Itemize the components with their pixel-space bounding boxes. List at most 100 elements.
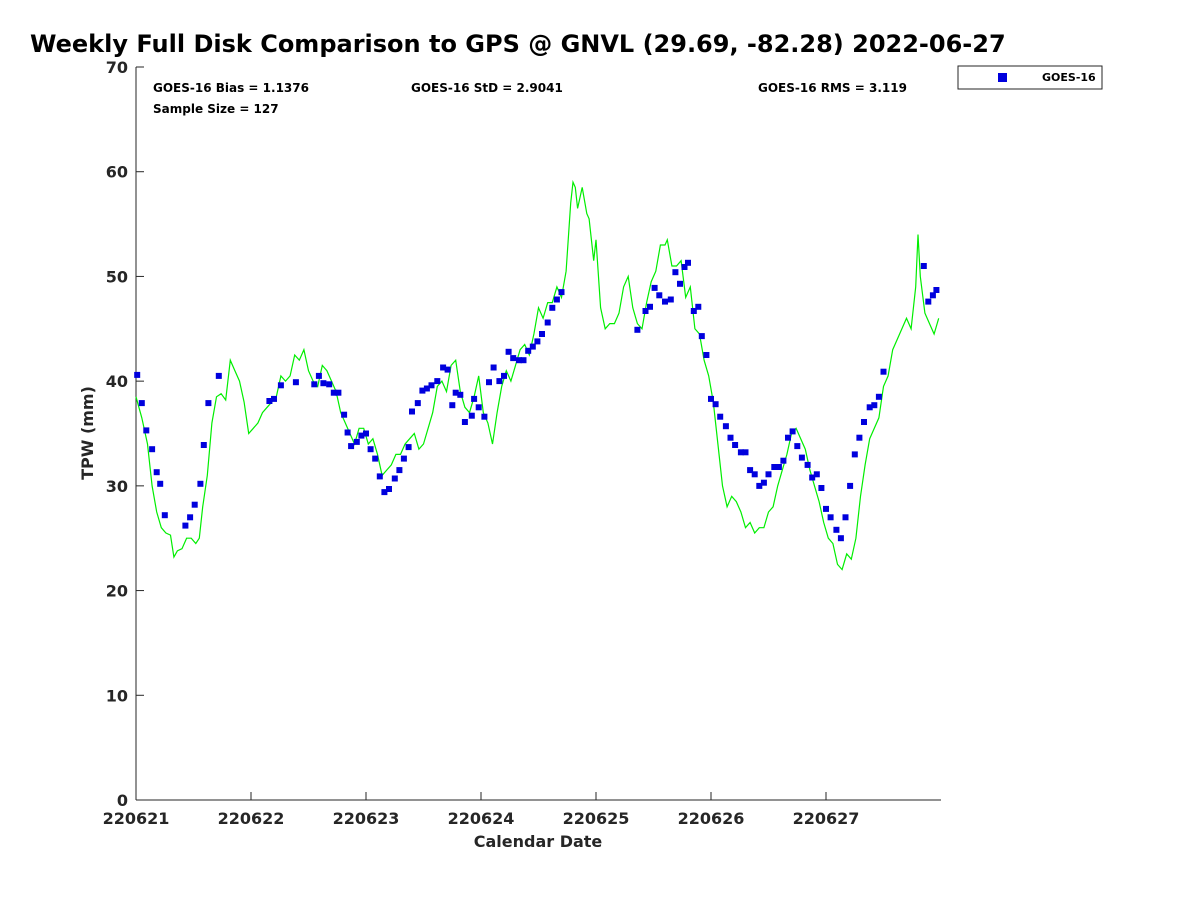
goes16-point <box>529 343 536 350</box>
goes16-point <box>510 355 517 362</box>
goes16-point <box>685 259 691 266</box>
goes16-point <box>833 526 840 533</box>
goes16-point <box>481 413 488 420</box>
goes16-point <box>775 464 782 470</box>
goes16-point <box>353 438 360 445</box>
goes16-point <box>851 451 858 458</box>
goes16-point <box>813 471 820 478</box>
goes16-point <box>712 401 719 408</box>
goes16-point <box>809 474 816 481</box>
goes16-point <box>837 535 844 542</box>
goes16-point <box>440 364 447 371</box>
goes16-point <box>737 449 744 456</box>
goes16-point <box>525 347 532 354</box>
goes16-point <box>215 372 222 379</box>
goes16-point <box>501 372 507 379</box>
goes16-point <box>449 402 456 409</box>
y-tick-label: 30 <box>106 477 128 496</box>
goes16-point <box>468 412 475 419</box>
goes16-point <box>341 411 348 418</box>
goes16-point <box>760 479 767 486</box>
goes16-point <box>182 522 189 529</box>
goes16-point <box>311 381 318 388</box>
goes16-point <box>717 413 724 420</box>
goes16-point <box>457 391 464 398</box>
goes16-point <box>642 308 649 314</box>
x-tick-label: 220625 <box>563 809 630 828</box>
goes16-point <box>143 427 150 434</box>
goes16-point <box>647 303 653 310</box>
goes16-point <box>363 430 369 437</box>
goes16-point <box>827 514 834 521</box>
y-tick-label: 60 <box>106 163 128 182</box>
goes16-point <box>471 395 478 402</box>
rms-stat: GOES-16 RMS = 3.119 <box>758 81 907 95</box>
goes16-point <box>396 467 403 474</box>
goes16-point <box>419 387 426 394</box>
goes16-point <box>847 482 854 489</box>
goes16-point <box>539 331 545 337</box>
legend-label: GOES-16 <box>1042 71 1096 84</box>
goes16-point <box>842 514 849 521</box>
y-ticks: 0 10 20 30 40 50 60 70 <box>106 58 144 810</box>
goes16-point <box>771 464 778 470</box>
x-tick-label: 220623 <box>333 809 400 828</box>
y-axis-title: TPW (mm) <box>78 386 97 480</box>
x-tick-label: 220626 <box>678 809 745 828</box>
x-tick-label: 220624 <box>448 809 515 828</box>
goes16-point <box>452 389 459 396</box>
goes16-point <box>656 292 663 299</box>
goes16-point <box>534 338 541 345</box>
goes16-point <box>161 512 168 519</box>
goes16-point <box>667 296 674 303</box>
legend-marker <box>998 73 1007 82</box>
goes16-point <box>423 385 430 392</box>
goes16-point <box>372 455 379 462</box>
y-tick-label: 70 <box>106 58 128 77</box>
goes16-point <box>861 419 867 425</box>
goes16-point <box>747 467 754 474</box>
goes16-point <box>856 434 863 441</box>
goes16-point <box>428 382 435 389</box>
goes16-point <box>205 400 212 407</box>
goes16-point <box>690 308 697 314</box>
axes <box>135 67 941 801</box>
goes16-point <box>444 366 451 373</box>
goes16-point <box>391 475 398 482</box>
goes16-point <box>138 400 145 407</box>
goes16-point <box>732 442 739 448</box>
goes16-point <box>553 296 560 303</box>
goes16-point <box>875 393 882 400</box>
goes16-point <box>358 432 365 439</box>
goes16-point <box>486 379 492 386</box>
x-tick-label: 220621 <box>103 809 170 828</box>
goes16-point <box>409 408 415 415</box>
goes16-point <box>871 402 878 409</box>
x-tick-label: 220627 <box>793 809 860 828</box>
goes16-point <box>266 398 273 404</box>
goes16-point <box>475 404 482 411</box>
x-ticks: 220621 220622 220623 220624 220625 220626 2206… <box>103 792 860 828</box>
goes16-point <box>191 501 198 508</box>
goes16-point <box>677 280 683 287</box>
goes16-point <box>708 395 714 402</box>
goes16-point <box>933 287 940 293</box>
goes16-point <box>789 428 796 435</box>
goes16-point <box>376 473 383 480</box>
goes16-point <box>722 423 729 430</box>
goes16-point <box>695 303 702 310</box>
goes16-point <box>681 264 688 270</box>
goes16-point <box>920 263 927 269</box>
goes16-point <box>496 378 503 385</box>
goes16-point <box>134 371 141 378</box>
goes16-point <box>149 446 156 453</box>
x-tick-label: 220622 <box>218 809 285 828</box>
goes16-point <box>756 482 763 489</box>
goes16-point <box>520 357 527 364</box>
goes16-point <box>434 378 441 385</box>
y-tick-label: 20 <box>106 582 128 601</box>
goes16-point <box>742 449 749 456</box>
goes16-point <box>187 514 194 521</box>
std-stat: GOES-16 StD = 2.9041 <box>411 81 563 95</box>
